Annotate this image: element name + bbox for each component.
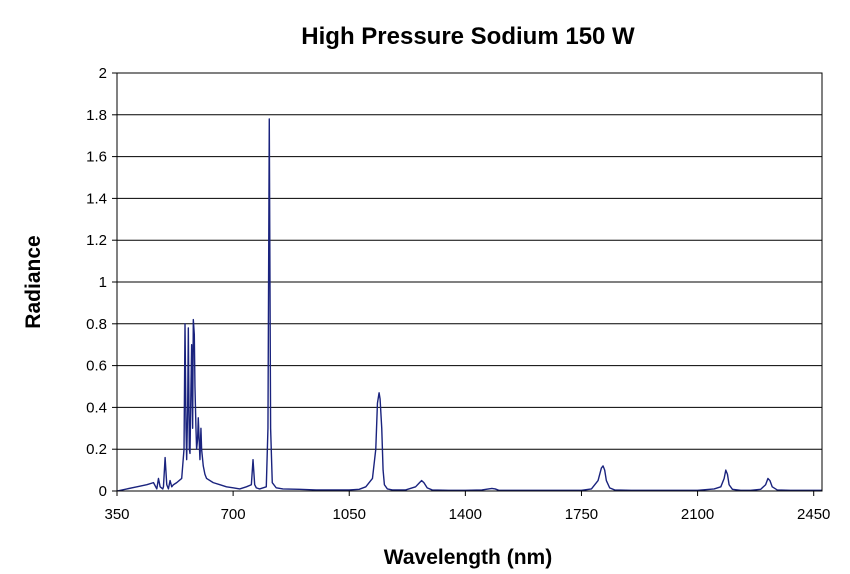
x-tick-label: 700 bbox=[221, 506, 246, 523]
x-tick-label: 2450 bbox=[797, 506, 830, 523]
y-tick-label: 1.8 bbox=[86, 107, 107, 124]
y-tick-label: 0.6 bbox=[86, 358, 107, 375]
x-tick-label: 1400 bbox=[449, 506, 482, 523]
y-tick-label: 2 bbox=[99, 65, 107, 82]
y-tick-label: 1.4 bbox=[86, 190, 107, 207]
y-tick-label: 0.2 bbox=[86, 441, 107, 458]
x-tick-label: 1050 bbox=[333, 506, 366, 523]
series-layer bbox=[116, 118, 822, 492]
y-tick-label: 0.8 bbox=[86, 316, 107, 333]
gridlines bbox=[117, 72, 822, 450]
chart-title: High Pressure Sodium 150 W bbox=[301, 23, 635, 50]
x-tick-label: 350 bbox=[104, 506, 129, 523]
y-tick-label: 1.6 bbox=[86, 149, 107, 166]
y-tick-label: 1 bbox=[99, 274, 107, 291]
y-tick-label: 0.4 bbox=[86, 399, 107, 416]
y-tick-label: 1.2 bbox=[86, 232, 107, 249]
x-axis-label: Wavelength (nm) bbox=[384, 546, 552, 569]
y-tick-label: 0 bbox=[99, 483, 107, 500]
x-tick-label: 2100 bbox=[681, 506, 714, 523]
y-axis-ticks: 0 0.2 0.4 0.6 0.8 1 1.2 1.4 1.6 1.8 2 bbox=[86, 65, 117, 500]
x-axis-ticks: 350 700 1050 1400 1750 2100 2450 bbox=[104, 491, 830, 523]
plot-frame bbox=[116, 72, 823, 492]
x-tick-label: 1750 bbox=[565, 506, 598, 523]
y-axis-label: Radiance bbox=[22, 235, 45, 328]
radiance-series-line bbox=[116, 118, 822, 492]
